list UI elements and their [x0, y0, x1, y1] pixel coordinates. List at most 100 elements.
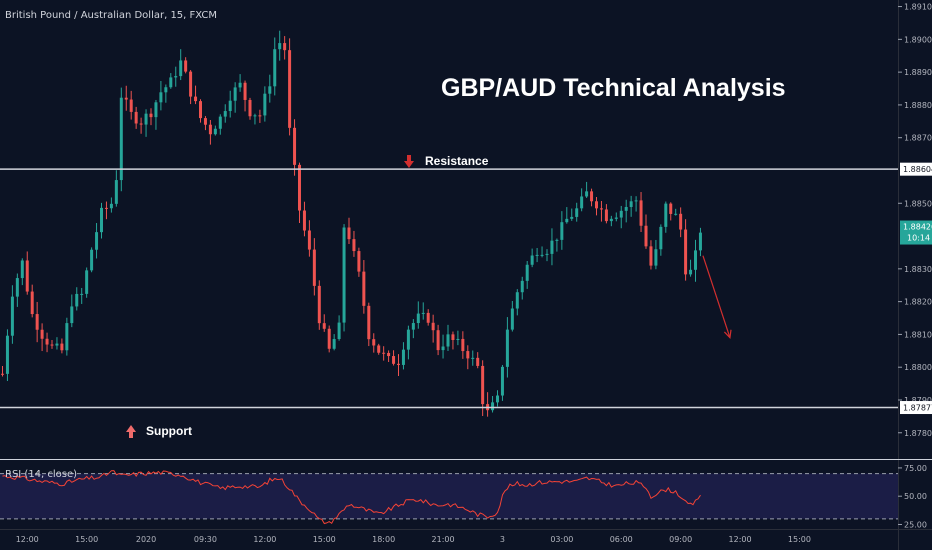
candle-body [45, 338, 49, 345]
candle-body [421, 312, 425, 314]
resistance-label: Resistance [425, 154, 489, 168]
candle-body [505, 329, 509, 367]
candle-body [312, 249, 316, 286]
candle-body [659, 226, 663, 250]
support-annotation[interactable]: Support [126, 424, 192, 438]
candle-body [654, 249, 658, 266]
candle-body [595, 201, 598, 209]
time-tick-label: 3 [500, 535, 505, 544]
support-tag-background [900, 401, 932, 415]
candle-body [555, 239, 559, 241]
price-tick-label: 1.88900 [904, 68, 932, 77]
candle-body [436, 330, 440, 351]
candle-body [451, 334, 455, 340]
candle-body [416, 313, 420, 324]
candle-body [570, 216, 574, 219]
candle-body [431, 322, 435, 331]
candle-body [352, 239, 356, 252]
candle-body [248, 99, 252, 117]
candle-body [679, 213, 683, 230]
candle-body [218, 116, 222, 129]
time-tick-label: 12:00 [253, 535, 276, 544]
price-axis: 1.89100 1.89000 1.88900 1.88800 1.88700 1.885… [898, 3, 932, 438]
candle-body [149, 113, 153, 118]
resistance-price-tag: 1.88604 [900, 162, 932, 176]
candle-body [253, 115, 257, 117]
support-price-tag: 1.87877 [900, 401, 932, 415]
candle-body [337, 322, 341, 340]
candle-body [134, 111, 138, 124]
candle-body [243, 82, 247, 100]
support-tag-text: 1.87877 [903, 404, 932, 413]
candle-body [471, 357, 475, 359]
candle-body [491, 402, 495, 411]
candle-body [604, 209, 608, 222]
symbol-label[interactable]: British Pound / Australian Dollar, 15, F… [5, 10, 217, 21]
candle-body [288, 50, 292, 128]
candle-body [644, 225, 648, 247]
candle-body [124, 97, 128, 100]
resistance-annotation[interactable]: Resistance [404, 154, 489, 168]
candle-body [510, 308, 514, 330]
candle-body [619, 210, 623, 218]
price-tick-label: 1.88700 [904, 134, 932, 143]
candle-body [689, 269, 693, 275]
candle-body [609, 218, 613, 222]
price-tick-label: 1.88300 [904, 265, 932, 274]
time-tick-label: 21:00 [432, 535, 455, 544]
time-tick-label: 15:00 [313, 535, 336, 544]
price-tick-label: 1.88000 [904, 363, 932, 372]
rsi-label[interactable]: RSI (14, close) [5, 469, 77, 480]
forecast-arrow[interactable] [702, 255, 732, 340]
candle-body [104, 207, 108, 209]
candle-body [30, 291, 34, 315]
candle-body [15, 278, 19, 297]
candle-body [194, 96, 198, 102]
candle-body [669, 203, 673, 214]
last-price-text: 1.88426 [903, 223, 932, 232]
candle-body [203, 118, 207, 125]
candle-body [629, 201, 633, 208]
time-tick-label: 15:00 [788, 535, 811, 544]
candle-body [100, 207, 103, 233]
candle-body [5, 335, 9, 374]
candle-body [535, 254, 539, 256]
candle-body [75, 293, 79, 307]
candle-body [268, 86, 272, 94]
candle-body [426, 312, 430, 323]
candle-body [590, 191, 594, 202]
candle-body [273, 49, 277, 87]
time-tick-label: 12:00 [16, 535, 39, 544]
candle-body [466, 351, 470, 359]
candle-body [20, 260, 24, 279]
candle-body [263, 93, 267, 116]
candle-body [302, 210, 306, 231]
candle-body [476, 357, 480, 366]
rsi-axis: 75.00 50.00 25.00 [898, 464, 927, 529]
price-tick-label: 1.88800 [904, 101, 932, 110]
price-tick-label: 1.88100 [904, 330, 932, 339]
candle-body [154, 102, 158, 118]
candle-body [530, 255, 534, 265]
candle-body [372, 339, 376, 346]
time-tick-label: 03:00 [550, 535, 573, 544]
time-tick-label: 12:00 [729, 535, 752, 544]
candle-body [119, 97, 123, 181]
forecast-arrow-head [723, 329, 732, 340]
time-tick-label: 15:00 [75, 535, 98, 544]
candle-body [65, 323, 69, 351]
price-tick-label: 1.89100 [904, 3, 932, 12]
last-price-tag: 1.88426 10:14 [900, 220, 932, 245]
candle-body [90, 249, 94, 271]
candle-body [164, 87, 168, 93]
candle-body [169, 77, 173, 88]
candle-body [70, 306, 74, 324]
candle-body [515, 292, 519, 309]
candle-body [208, 124, 212, 135]
candle-body [397, 363, 400, 365]
candle-body [1, 373, 4, 375]
candle-body [129, 99, 133, 112]
candle-body [525, 264, 529, 281]
support-label: Support [146, 424, 192, 438]
